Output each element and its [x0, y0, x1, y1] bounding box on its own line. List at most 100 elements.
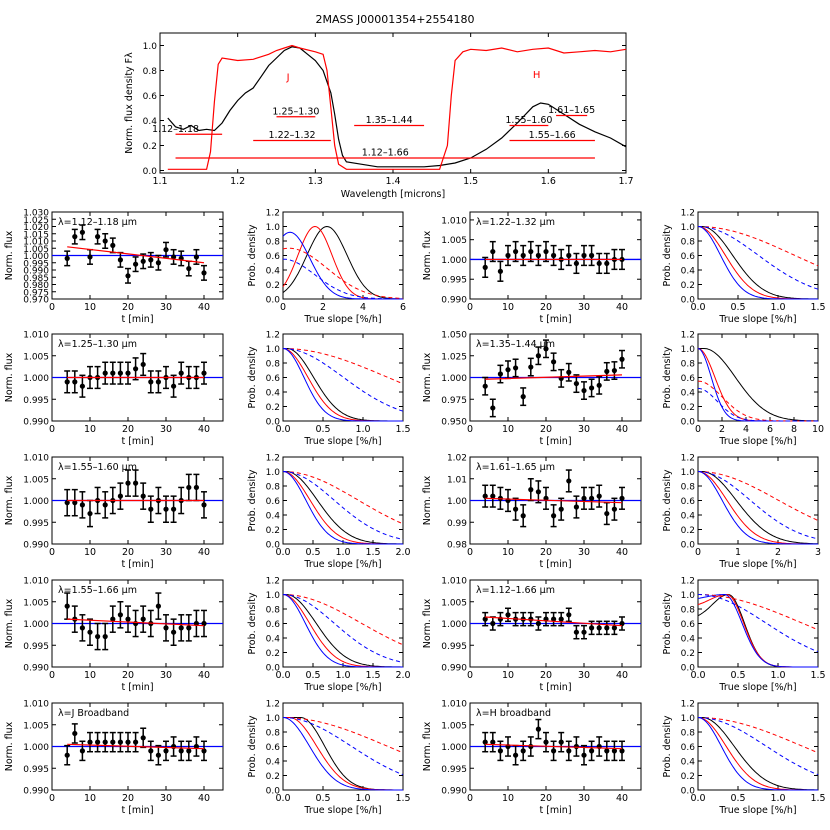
- lc6-data-point: [520, 513, 526, 519]
- lc1-data-point: [186, 265, 192, 272]
- lc7-data-point: [178, 625, 184, 631]
- lc9-wavelength-label: λ=J Broadband: [58, 708, 129, 719]
- lc10-data-point: [490, 739, 496, 745]
- pd6-ytick-label: 0.2: [681, 526, 695, 536]
- lc1-data-point: [125, 273, 131, 279]
- lc4-ytick-label: 0.950: [441, 418, 467, 428]
- lc2-xlabel: t [min]: [539, 314, 571, 325]
- pd8-ytick-label: 0.0: [681, 664, 696, 674]
- lc3-data-point: [140, 361, 146, 368]
- pd9-frame: [282, 702, 404, 791]
- lc9-data-point: [186, 748, 192, 754]
- pd6-ytick-label: 0.0: [681, 541, 696, 551]
- pd9-curve: [282, 717, 403, 791]
- lc4-data-point: [604, 368, 610, 375]
- pd3-xtick-label: 0.5: [315, 424, 330, 435]
- lc3-data-point: [201, 370, 207, 376]
- pd4-curve: [697, 348, 818, 422]
- lc8-data-point: [596, 625, 602, 631]
- lc2-data-point: [566, 252, 572, 259]
- lc7-xlabel: t [min]: [121, 682, 153, 693]
- pd2-curve: [698, 226, 819, 290]
- pd6-ytick-label: 1.2: [681, 454, 695, 464]
- pd2-curve: [697, 226, 818, 300]
- lc10-ytick-label: 1.000: [441, 743, 467, 753]
- lc5-data-point: [171, 506, 177, 512]
- lc5-ytick-label: 1.000: [23, 497, 49, 507]
- lc3-data-point: [155, 379, 161, 385]
- lc5-data-point: [148, 506, 154, 512]
- lc5-ylabel: Norm. flux: [4, 475, 15, 525]
- lc4-data-point: [551, 359, 557, 365]
- pd3-ytick-label: 0.0: [266, 418, 281, 428]
- pd2-curve: [698, 226, 819, 267]
- lc5-data-point: [163, 506, 169, 512]
- pd1-curve: [282, 225, 403, 300]
- pd10-ytick-label: 0.4: [681, 758, 696, 768]
- pd4-xtick-label: 10: [812, 424, 824, 435]
- lc2-data-point: [497, 268, 503, 274]
- lc10-data-point: [581, 752, 587, 758]
- lc1-xtick-label: 20: [122, 302, 134, 313]
- spectrum-xtick-label: 1.4: [385, 176, 400, 187]
- band-label: 1.35–1.44: [366, 115, 413, 126]
- lc10-data-point: [497, 748, 503, 754]
- lc9-data-point: [102, 739, 108, 745]
- lc2-data-point: [589, 252, 595, 259]
- lc9-xtick-label: 20: [122, 793, 134, 804]
- lc9-ytick-label: 1.000: [23, 743, 49, 753]
- lc9-xtick-label: 0: [49, 793, 55, 804]
- pd9-xtick-label: 1.0: [355, 793, 370, 804]
- lc6-fit-line: [485, 497, 623, 504]
- pd1-xtick-label: 6: [400, 302, 406, 313]
- spectrum-line-red: [167, 44, 627, 170]
- lc1-ytick-label: 1.005: [23, 245, 49, 255]
- lc2-wavelength-label: λ=1.22–1.32 μm: [476, 217, 555, 228]
- lc4-ytick-label: 1.000: [441, 374, 467, 384]
- lc3-ytick-label: 0.995: [23, 396, 49, 406]
- lc8-xtick-label: 0: [467, 670, 473, 681]
- pd1-ytick-label: 0.6: [266, 252, 281, 262]
- pd10-ytick-label: 0.2: [681, 772, 695, 782]
- lc10-wavelength-label: λ=H broadband: [476, 708, 551, 719]
- pd6-xtick-label: 0: [695, 547, 701, 558]
- lc9-ytick-label: 0.995: [23, 765, 49, 775]
- lc10-data-point: [573, 743, 580, 750]
- lc6-data-point: [558, 506, 564, 512]
- pd9-curve: [283, 717, 403, 791]
- lc6-xtick-label: 30: [578, 547, 590, 558]
- pd1-ytick-label: 1.0: [266, 223, 281, 233]
- pd4-ytick-label: 0.4: [681, 389, 696, 399]
- lc7-data-point: [64, 603, 70, 609]
- lc7-ytick-label: 0.995: [23, 642, 49, 652]
- lc10-xtick-label: 20: [540, 793, 552, 804]
- pd10-curve: [698, 717, 819, 776]
- pd1-xtick-label: 2: [320, 302, 326, 313]
- pd1-curve: [282, 258, 403, 300]
- lc4-data-point: [589, 385, 595, 391]
- lc8-fit-line: [485, 616, 623, 627]
- lc6-data-point: [566, 478, 572, 484]
- spectrum-xtick-label: 1.5: [463, 176, 478, 187]
- lc1-xlabel: t [min]: [121, 314, 153, 325]
- pd9-ytick-label: 0.8: [266, 729, 281, 739]
- lc2-xtick-label: 40: [616, 302, 628, 313]
- lc1-data-point: [64, 255, 70, 261]
- pd9-curve: [283, 717, 404, 754]
- lc9-xlabel: t [min]: [121, 805, 153, 816]
- pd9-curve: [283, 717, 404, 776]
- pd8-curve: [697, 594, 818, 668]
- pd2-ytick-label: 0.8: [681, 238, 696, 248]
- pd7-curve: [283, 594, 404, 663]
- lc2-ylabel: Norm. flux: [422, 230, 433, 280]
- lc9-data-point: [64, 752, 70, 758]
- lc7-xtick-label: 0: [49, 670, 55, 681]
- lc2-data-point: [596, 260, 602, 267]
- lc3-data-point: [133, 366, 139, 372]
- lc8-ylabel: Norm. flux: [422, 598, 433, 648]
- lc9-data-point: [72, 730, 78, 737]
- band-label: 1.55–1.66: [529, 130, 576, 141]
- lc1-ytick-label: 1.015: [23, 230, 49, 240]
- lc7-xtick-label: 10: [84, 670, 96, 681]
